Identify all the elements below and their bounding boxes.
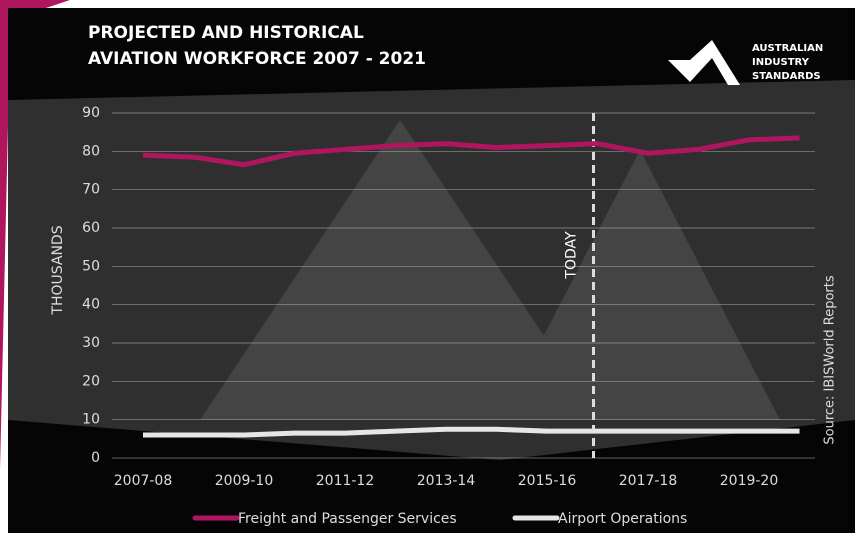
x-tick-label: 2009-10 xyxy=(215,473,274,489)
annotation: TODAY xyxy=(564,231,580,280)
y-tick-label: 80 xyxy=(82,143,100,159)
y-tick-label: 10 xyxy=(82,412,100,428)
y-tick-label: 40 xyxy=(82,297,100,313)
y-tick-label: 20 xyxy=(82,373,100,389)
y-tick-label: 0 xyxy=(91,450,100,466)
x-tick-label: 2015-16 xyxy=(518,473,577,489)
logo-mark xyxy=(668,40,740,85)
accent xyxy=(0,0,70,470)
y-tick-label: 70 xyxy=(82,182,100,198)
y-tick-label: 50 xyxy=(82,258,100,274)
y-tick-label: 60 xyxy=(82,220,100,236)
series-line xyxy=(142,135,800,168)
legend-label: Freight and Passenger Services xyxy=(238,511,457,527)
legend-label: Airport Operations xyxy=(558,511,687,527)
photo-shade xyxy=(200,120,780,420)
series-line xyxy=(143,426,800,438)
x-tick-label: 2017-18 xyxy=(619,473,678,489)
logo-text: AUSTRALIAN xyxy=(752,43,823,54)
y-axis-label: THOUSANDS xyxy=(50,225,66,315)
title: PROJECTED AND HISTORICAL xyxy=(88,23,364,43)
y-tick-label: 30 xyxy=(82,335,100,351)
title: AVIATION WORKFORCE 2007 - 2021 xyxy=(88,49,426,69)
x-tick-label: 2011-12 xyxy=(316,473,375,489)
logo-text: INDUSTRY xyxy=(752,57,810,68)
y-tick-label: 90 xyxy=(82,105,100,121)
x-tick-label: 2013-14 xyxy=(417,473,476,489)
x-tick-label: 2007-08 xyxy=(114,473,173,489)
x-tick-label: 2019-20 xyxy=(720,473,779,489)
logo-text: STANDARDS xyxy=(752,71,821,82)
source: Source: IBISWorld Reports xyxy=(823,275,838,444)
